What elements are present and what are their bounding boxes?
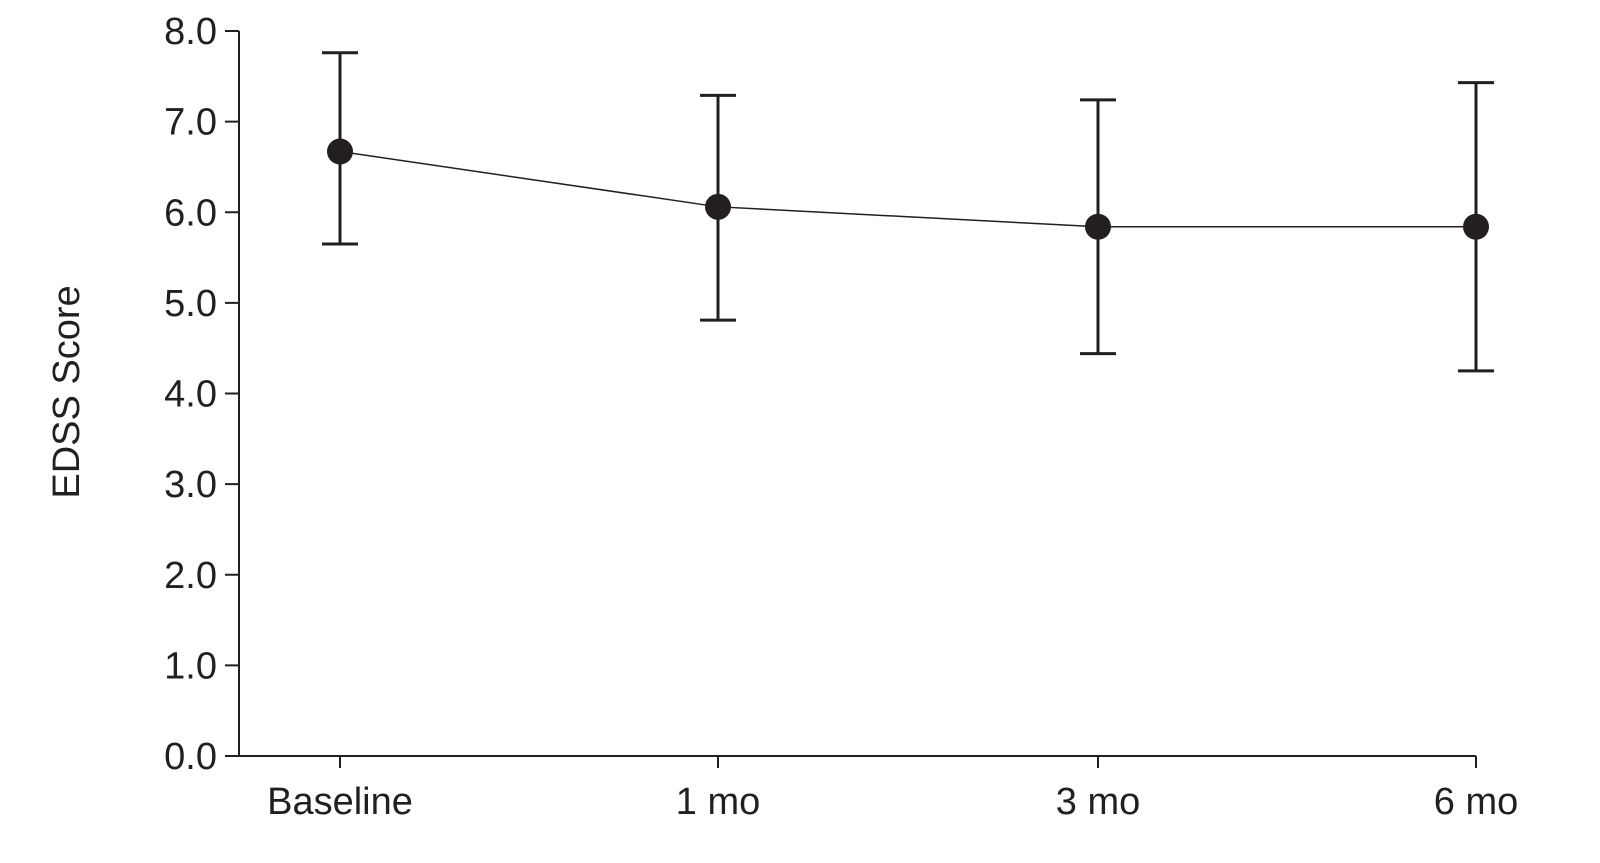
y-tick-label: 0.0 xyxy=(164,736,217,778)
x-tick-label: 6 mo xyxy=(1434,781,1518,823)
y-tick-label: 4.0 xyxy=(164,374,217,416)
y-tick-label: 7.0 xyxy=(164,102,217,144)
y-axis-title: EDSS Score xyxy=(46,285,88,498)
x-tick-label: 1 mo xyxy=(676,781,760,823)
plot-area: 0.0 1.0 2.0 3.0 4.0 5.0 6.0 7.0 8.0 Baseline 1 mo 3… xyxy=(164,11,1518,823)
y-tick-label: 1.0 xyxy=(164,645,217,687)
series-line xyxy=(339,150,1476,228)
x-tick-label: Baseline xyxy=(267,781,413,823)
y-tick-label: 2.0 xyxy=(164,555,217,597)
x-tick-label: 3 mo xyxy=(1056,781,1140,823)
y-tick-label: 8.0 xyxy=(164,11,217,53)
y-tick-label: 5.0 xyxy=(164,283,217,325)
y-tick-label: 6.0 xyxy=(164,192,217,234)
data-point xyxy=(1463,213,1489,240)
data-point xyxy=(1085,213,1111,240)
y-tick-label: 3.0 xyxy=(164,464,217,506)
data-point xyxy=(705,193,731,220)
data-point xyxy=(327,138,353,165)
